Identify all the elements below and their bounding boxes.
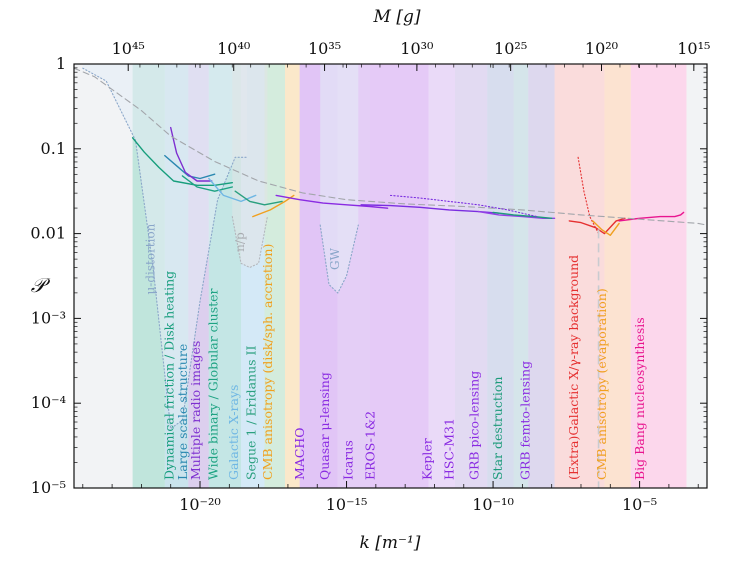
x-tick-label: 10⁻¹⁰ [472,495,514,514]
line-xray-dotted [577,156,600,235]
band-grb-femto [528,64,555,488]
top-tick-label: 10²⁰ [585,39,618,58]
label-galactic-x-rays: Galactic X-rays [226,385,241,480]
band-grb-pico [487,64,514,488]
label-icarus: Icarus [340,440,355,480]
band-icarus-eros [369,64,429,488]
annotation-layer: μ-distortion n/p GW [144,223,343,294]
axes [73,63,708,489]
label-extra-galactic-x-ray-background: (Extra)Galactic X/γ-ray background [566,255,581,480]
line-macho-dotted [389,194,538,218]
line-wide-binary [181,175,234,192]
constraint-fill-layer [82,64,359,429]
region-mu-distortion [82,64,247,429]
top-tick-label: 10¹⁵ [677,39,710,58]
band-kepler [428,64,455,488]
y-tick-label: 10⁻⁵ [31,478,66,497]
line-mu-distortion [82,67,248,430]
y-axis-label: 𝒫 [31,273,51,297]
top-tick-label: 10³⁰ [400,39,433,58]
tick-label-layer: 10⁻²⁰ 10⁻¹⁵ 10⁻¹⁰ 10⁻⁵ 10⁴⁵ 10⁴⁰ 10³⁵ 10³⁰ 10²⁵ 1… [30,39,710,514]
line-bbn [618,211,685,222]
label-cmb-anisotropy-evaporation: CMB anisotropy (evaporation) [594,288,609,480]
y-tick-label: 10⁻³ [31,308,66,327]
x-axis-label: k [m⁻¹] [360,533,421,553]
line-large-scale-structure [164,154,216,180]
line-gw [319,224,359,294]
top-tick-label: 10²⁵ [494,39,527,58]
band-hsc [454,64,488,488]
line-macho [275,194,389,209]
label-grb-femto-lensing: GRB femto-lensing [518,361,533,480]
constraint-line-layer [73,67,708,488]
band-bbn [630,64,687,488]
y-tick-label: 0.01 [30,224,66,243]
x-tick-label: 10⁻¹⁵ [326,495,368,514]
band-background-grey [74,64,133,488]
top-tick-label: 10³⁵ [308,39,341,58]
label-grb-pico-lensing: GRB pico-lensing [466,371,481,480]
label-macho: MACHO [292,427,307,480]
label-star-destruction: Star destruction [490,377,505,480]
label-dynamical-friction-disk-heating: Dynamical friction / Disk heating [162,271,177,480]
line-n-p [231,216,268,269]
plot-frame [73,63,708,489]
region-n-p [232,64,268,268]
band-cmb-accretion [285,64,300,488]
line-cmb-evaporation [592,220,620,237]
top-axis-label: M [g] [373,7,421,27]
label-large-scale-structure: Large scale structure [175,344,190,480]
y-tick-label: 0.1 [41,139,66,158]
band-segue [264,64,285,488]
label-hsc-m31: HSC-M31 [442,418,457,480]
x-tick-label: 10⁻²⁰ [179,495,221,514]
annotation-distortion: μ-distortion [144,223,158,294]
annotation-gw: GW [328,247,342,270]
label-wide-binary-globular-cluster: Wide binary / Globular cluster [206,288,221,480]
line-multiple-radio [169,126,213,182]
band-background-grey-right [686,64,707,488]
label-segue-1-eridanus-ii: Segue 1 / Eridanus II [244,346,259,480]
top-tick-label: 10⁴⁰ [217,39,250,58]
line-star-destruction [492,211,553,220]
x-tick-label: 10⁻⁵ [622,495,657,514]
y-tick-label: 10⁻⁴ [31,393,66,412]
line-grey-dashed [73,67,708,226]
label-big-bang-nucleosynthesis: Big Bang nucleosynthesis [632,317,647,480]
band-xray-background [554,64,605,488]
label-eros-1-2: EROS-1&2 [362,411,377,480]
y-tick-label: 1 [56,54,66,73]
band-star-destruction [513,64,529,488]
label-kepler: Kepler [420,438,435,480]
top-tick-label: 10⁴⁵ [112,39,145,58]
label-cmb-anisotropy-disk-sph-accretion: CMB anisotropy (disk/sph. accretion) [260,244,275,480]
line-galactic-xrays [208,177,257,203]
region-gw [320,64,359,293]
line-segue [234,190,283,206]
label-multiple-radio-images: Multiple radio images [188,341,203,480]
line-xray-background [568,217,626,235]
label-quasar-lensing: Quasar μ-lensing [317,372,332,480]
band-cmb-evaporation [604,64,631,488]
annotation-n-p: n/p [233,232,247,252]
